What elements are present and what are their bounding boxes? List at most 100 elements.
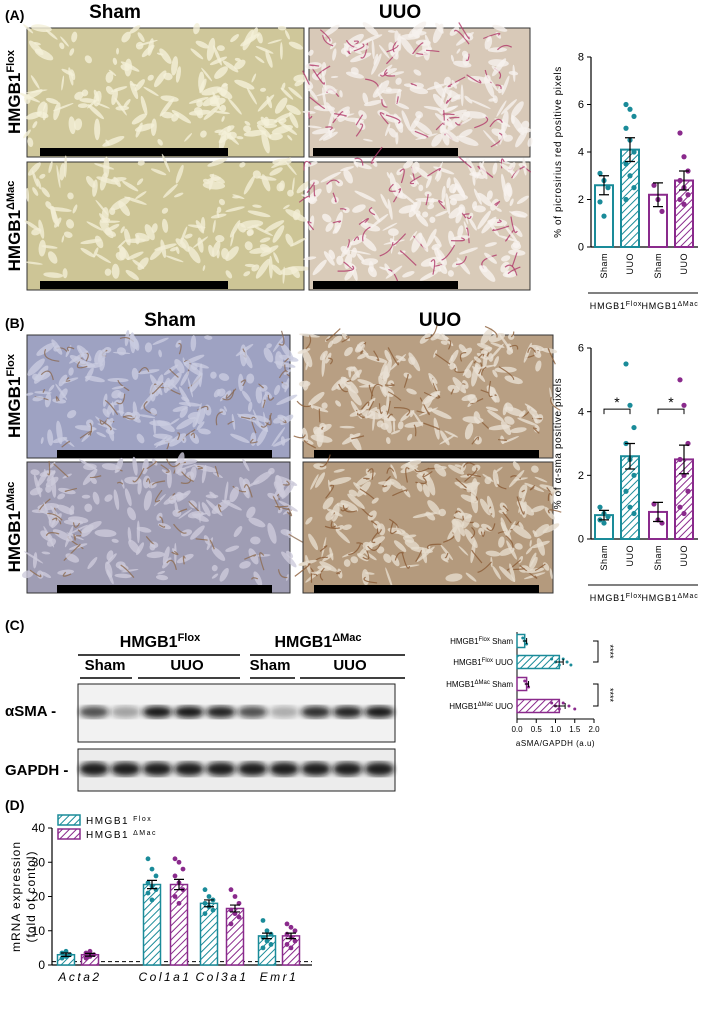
- x-tick-label: UUO: [679, 253, 689, 275]
- scale-bar: [40, 281, 228, 289]
- stain-fiber: [151, 382, 164, 395]
- tissue-texture: [187, 246, 201, 264]
- tissue-texture: [487, 409, 504, 422]
- significance-label: ****: [605, 688, 615, 703]
- tissue-texture: [531, 465, 539, 473]
- tissue-texture: [397, 421, 404, 430]
- stain-fiber: [373, 350, 380, 362]
- tissue-texture: [356, 481, 371, 497]
- stain-fiber: [483, 32, 501, 40]
- tissue-texture: [484, 476, 492, 485]
- tissue-texture: [363, 99, 383, 107]
- tissue-texture: [517, 127, 532, 133]
- tissue-texture: [173, 493, 189, 497]
- tissue-texture: [302, 380, 309, 391]
- stain-fiber: [423, 391, 440, 399]
- tissue-texture: [209, 56, 228, 66]
- tissue-texture: [111, 385, 125, 390]
- stain-fiber: [510, 216, 518, 234]
- tissue-texture: [234, 59, 246, 70]
- tissue-texture: [227, 97, 242, 115]
- tissue-texture: [346, 366, 354, 371]
- tissue-texture: [364, 551, 377, 561]
- stain-fiber: [309, 96, 326, 110]
- tissue-texture: [529, 539, 532, 547]
- tissue-texture: [329, 547, 334, 561]
- tissue-texture: [134, 123, 155, 132]
- stain-fiber: [146, 460, 157, 470]
- tissue-texture: [197, 408, 206, 425]
- tissue-texture: [390, 430, 401, 435]
- tissue-texture: [216, 206, 222, 213]
- stain-fiber: [319, 454, 331, 468]
- stain-fiber: [293, 434, 306, 439]
- tissue-texture: [175, 238, 187, 249]
- stain-fiber: [547, 493, 553, 501]
- tissue-texture: [406, 462, 423, 476]
- stain-fiber: [355, 114, 364, 126]
- tissue-texture: [250, 536, 261, 545]
- tissue-texture: [450, 354, 454, 362]
- significance-bracket: [603, 408, 631, 415]
- tissue-texture: [184, 233, 193, 239]
- tissue-texture: [488, 424, 511, 431]
- tissue-texture: [339, 90, 343, 98]
- stain-fiber: [288, 533, 304, 543]
- tissue-texture: [106, 418, 115, 442]
- blot-group-sup: Flox: [178, 632, 201, 644]
- stain-fiber: [471, 436, 480, 445]
- column-header: UUO: [379, 2, 421, 23]
- tissue-texture: [473, 188, 482, 205]
- legend-sup: ΔMac: [133, 830, 157, 837]
- data-point: [631, 149, 637, 155]
- tissue-texture: [263, 123, 278, 129]
- tissue-texture: [387, 198, 393, 220]
- significance-label: *: [614, 394, 620, 410]
- tissue-texture: [385, 265, 403, 279]
- tissue-texture: [239, 561, 251, 569]
- tissue-texture: [505, 402, 514, 412]
- error-bar: [147, 879, 157, 890]
- tissue-texture: [239, 162, 246, 168]
- blot-group-base: HMGB1: [120, 634, 178, 651]
- tissue-texture: [54, 217, 62, 228]
- tissue-texture: [45, 485, 52, 493]
- column-header: Sham: [144, 310, 196, 331]
- stain-fiber: [72, 522, 81, 528]
- tissue-texture: [287, 189, 294, 197]
- tissue-texture: [176, 417, 197, 430]
- tissue-texture: [305, 554, 311, 574]
- tissue-texture: [218, 198, 226, 206]
- data-point: [153, 887, 159, 893]
- tissue-texture: [150, 407, 158, 416]
- data-point: [677, 177, 683, 184]
- tissue-texture: [332, 224, 341, 234]
- tissue-texture: [134, 79, 145, 92]
- tissue-texture: [199, 78, 207, 94]
- stain-fiber: [321, 426, 324, 430]
- tissue-texture: [343, 380, 352, 390]
- tissue-texture: [493, 356, 500, 367]
- stain-fiber: [425, 325, 438, 340]
- tissue-texture: [252, 204, 262, 208]
- tissue-texture: [81, 494, 91, 499]
- blot-band: [205, 762, 236, 776]
- tissue-texture: [496, 100, 507, 118]
- stain-fiber: [76, 361, 88, 369]
- lane-label: UUO: [333, 657, 367, 674]
- stain-fiber: [413, 424, 417, 437]
- y-tick-label: 8: [578, 52, 584, 64]
- stain-fiber: [215, 411, 223, 426]
- tissue-texture: [205, 499, 223, 517]
- stain-fiber: [324, 525, 340, 529]
- stain-fiber: [410, 82, 417, 87]
- tissue-texture: [494, 366, 517, 373]
- tissue-texture: [236, 136, 244, 140]
- tissue-texture: [480, 328, 493, 345]
- stain-fiber: [332, 111, 344, 124]
- tissue-texture: [248, 517, 266, 528]
- tissue-texture: [464, 95, 473, 104]
- tissue-texture: [488, 353, 494, 362]
- tissue-texture: [415, 166, 432, 180]
